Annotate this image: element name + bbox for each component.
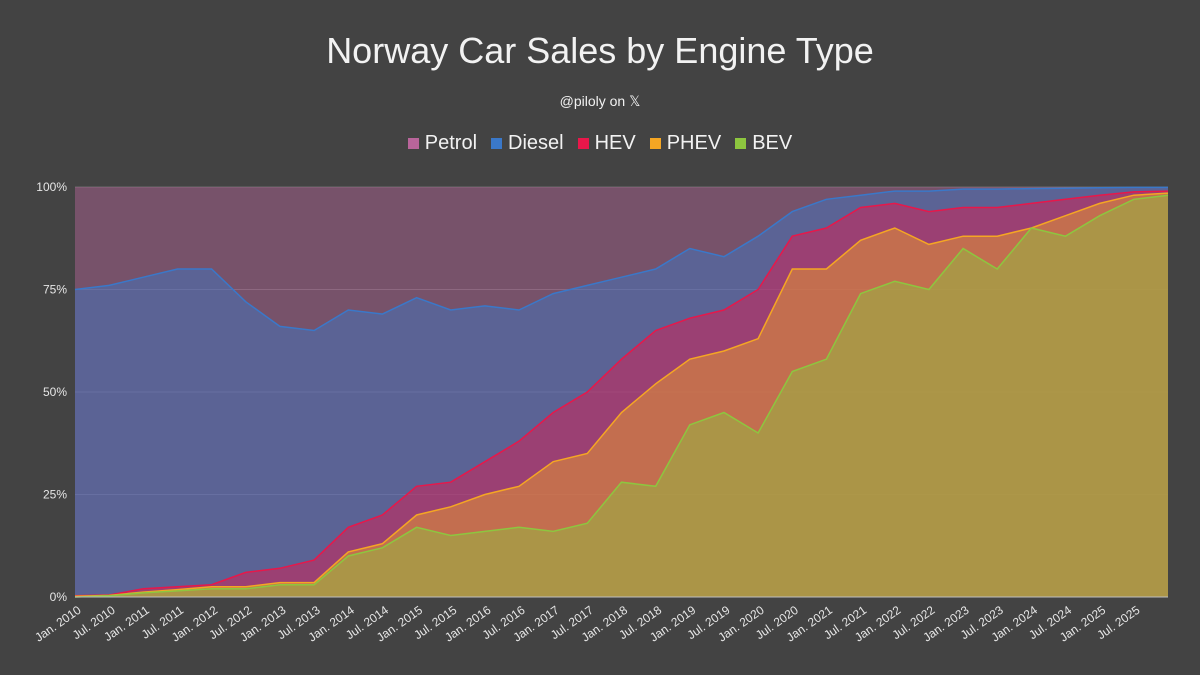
line-hev [74, 190, 1169, 597]
legend-label-phev: PHEV [666, 132, 722, 154]
legend-item-diesel: Diesel [491, 132, 564, 155]
y-tick-label: 75% [43, 283, 67, 297]
area-diesel [75, 187, 1168, 597]
legend-item-petrol: Petrol [407, 132, 478, 155]
y-tick-label: 50% [43, 385, 67, 399]
line-phev [74, 192, 1169, 597]
area-phev [75, 193, 1168, 597]
y-tick-label: 25% [43, 488, 67, 502]
area-petrol [75, 187, 1168, 597]
y-tick-label: 100% [36, 180, 67, 194]
area-bev [75, 195, 1168, 597]
legend-swatch-phev [649, 138, 661, 149]
legend-item-bev: BEV [735, 132, 792, 155]
area-hev [75, 191, 1168, 597]
y-tick-label: 0% [50, 590, 68, 604]
legend-swatch-bev [735, 138, 747, 149]
chart-legend: Petrol Diesel HEV PHEV BEV [0, 132, 1200, 155]
legend-label-diesel: Diesel [508, 132, 564, 154]
legend-swatch-hev [577, 138, 589, 149]
legend-label-hev: HEV [594, 132, 636, 154]
legend-swatch-diesel [491, 138, 503, 149]
line-bev [74, 194, 1169, 598]
chart-title: Norway Car Sales by Engine Type [326, 30, 874, 71]
legend-item-phev: PHEV [649, 132, 722, 155]
line-diesel [74, 186, 1168, 332]
legend-swatch-petrol [407, 138, 419, 149]
chart-subtitle: @piloly on 𝕏 [559, 93, 641, 109]
legend-item-hev: HEV [577, 132, 636, 155]
legend-label-bev: BEV [752, 132, 793, 154]
legend-label-petrol: Petrol [424, 132, 478, 154]
